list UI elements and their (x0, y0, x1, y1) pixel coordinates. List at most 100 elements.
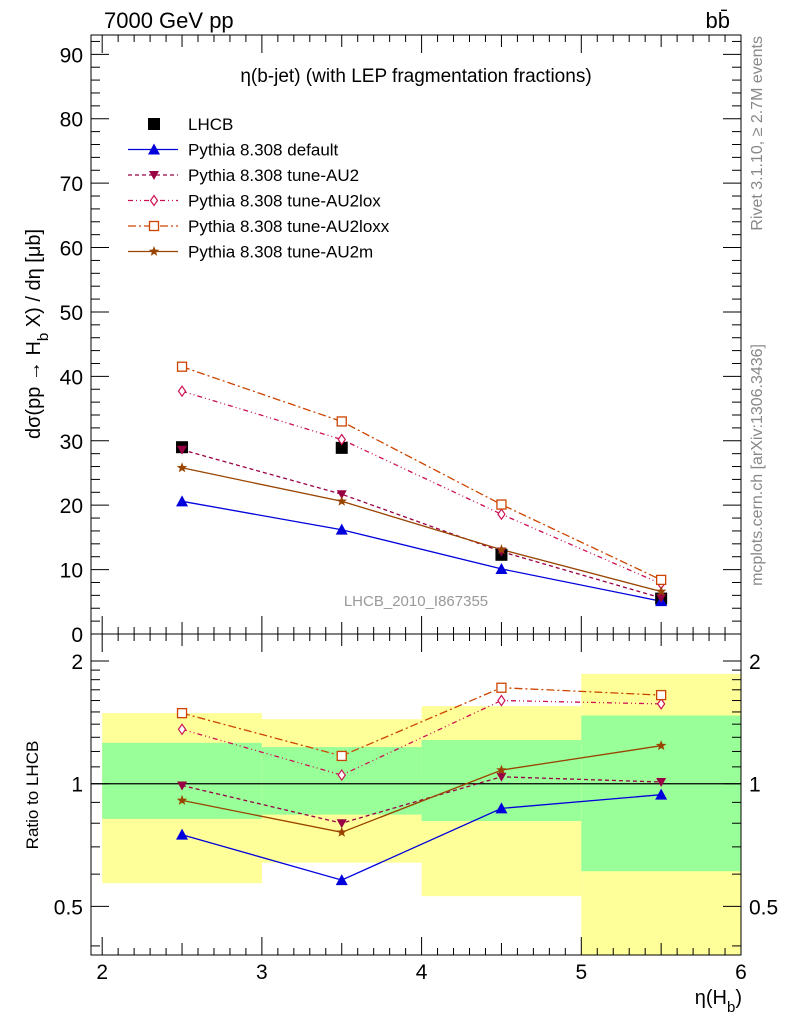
top-axes: 0 10 20 30 40 50 60 70 80 90 (60, 34, 742, 647)
data-point (177, 445, 188, 455)
legend-label: Pythia 8.308 tune-AU2 (188, 166, 359, 185)
ratio-point (177, 781, 188, 791)
ratio-point (655, 788, 668, 800)
legend-label: Pythia 8.308 tune-AU2loxx (188, 217, 390, 236)
x-tick-label: 6 (735, 961, 747, 984)
series-line-3 (181, 390, 662, 585)
legend-label: Pythia 8.308 tune-AU2lox (188, 192, 381, 211)
data-point (176, 462, 188, 473)
x-tick-label: 2 (96, 961, 108, 984)
data-point (336, 490, 347, 500)
data-point (337, 433, 346, 446)
ratio-y-tick-label: 1 (71, 774, 83, 797)
y-tick-label: 70 (60, 173, 83, 196)
ylabel-part: X) / dη [μb] (23, 229, 45, 333)
legend-marker (148, 143, 160, 155)
top-y-axis-label: dσ(pp → Hb X) / dη [μb] (23, 229, 52, 439)
ratio-series (176, 682, 668, 886)
mcplots-label: mcplots.cern.ch [arXiv:1306.3436] (749, 344, 766, 586)
series-line-5 (181, 467, 662, 593)
top-series (176, 361, 668, 607)
ratio-point (655, 740, 667, 751)
y-tick-label: 90 (60, 44, 83, 67)
band-inner (102, 742, 262, 819)
data-point (655, 574, 667, 586)
legend-marker (149, 194, 159, 207)
legend-marker (148, 118, 160, 130)
data-point (335, 441, 348, 454)
legend-marker (149, 171, 159, 180)
ylabel-part: dσ(pp → H (23, 341, 45, 439)
ratio-y-tick-label-right: 2 (749, 651, 761, 674)
ratio-point (337, 769, 346, 782)
ratio-point (176, 794, 188, 805)
x-tick-label: 4 (416, 961, 428, 984)
bottom-axes: 0.5 0.5 1 1 2 2 2 3 4 5 6 (54, 633, 778, 984)
data-point (497, 508, 506, 521)
ratio-line-1 (181, 776, 662, 824)
xlabel-part: ) (735, 987, 742, 1009)
ratio-point (336, 819, 347, 829)
data-point (176, 495, 189, 507)
legend-marker (148, 220, 160, 232)
data-point (176, 361, 188, 372)
process-label: bb̄ (706, 8, 730, 33)
ylabel-subscript: b (35, 333, 52, 341)
x-tick-label: 5 (575, 961, 587, 984)
y-tick-label: 20 (60, 495, 83, 518)
ratio-point (655, 689, 667, 701)
xlabel-part: η(H (695, 987, 727, 1009)
x-axis-label: η(Hb) (695, 987, 742, 1016)
data-point (495, 562, 508, 574)
ratio-point (496, 682, 507, 693)
ratio-line-2 (181, 699, 662, 776)
y-tick-label: 50 (60, 302, 83, 325)
y-tick-label: 60 (60, 238, 83, 261)
bottom-frame (90, 633, 742, 956)
ratio-y-tick-label-right: 0.5 (749, 896, 778, 919)
y-tick-label: 80 (60, 109, 83, 132)
data-point (335, 523, 348, 535)
data-point (496, 499, 507, 510)
ratio-line-0 (181, 794, 662, 881)
analysis-watermark: LHCB_2010_I867355 (344, 593, 488, 610)
y-tick-label: 10 (60, 560, 83, 583)
data-point (655, 586, 667, 596)
legend-label: Pythia 8.308 tune-AU2m (188, 243, 373, 262)
legend-label: Pythia 8.308 default (188, 141, 339, 160)
x-tick-label: 3 (256, 961, 268, 984)
ratio-point (496, 772, 507, 782)
ratio-y-tick-label: 0.5 (54, 896, 83, 919)
data-point (496, 544, 507, 555)
ratio-point (497, 694, 506, 707)
ratio-point (496, 764, 507, 775)
y-tick-label: 0 (71, 624, 83, 647)
data-point (336, 416, 347, 427)
data-point (177, 385, 187, 398)
legend: LHCB Pythia 8.308 default Pythia 8.308 tun… (128, 115, 390, 262)
chart-title: η(b-jet) (with LEP fragmentation fractio… (240, 66, 591, 87)
ratio-point (335, 874, 348, 886)
y-tick-label: 30 (60, 431, 83, 454)
legend-label: LHCB (188, 115, 233, 134)
ratio-point (176, 828, 189, 840)
ratio-point (656, 777, 667, 787)
data-point (656, 593, 667, 603)
ratio-line-3 (181, 687, 662, 757)
ratio-line-4 (181, 745, 662, 833)
ratio-point (495, 802, 508, 814)
ratio-point (656, 697, 666, 710)
ratio-point (176, 707, 188, 719)
ratio-point (336, 750, 347, 762)
series-line-4 (181, 366, 662, 581)
series-line-2 (181, 449, 662, 599)
ratio-y-axis-label: Ratio to LHCB (23, 741, 42, 850)
ratio-point (177, 723, 187, 736)
ratio-y-tick-label-right: 1 (749, 774, 761, 797)
energy-label: 7000 GeV pp (104, 8, 234, 33)
ratio-bands (102, 673, 741, 955)
rivet-label: Rivet 3.1.10, ≥ 2.7M events (749, 36, 766, 231)
y-tick-label: 40 (60, 366, 83, 389)
series-line-1 (181, 500, 662, 602)
